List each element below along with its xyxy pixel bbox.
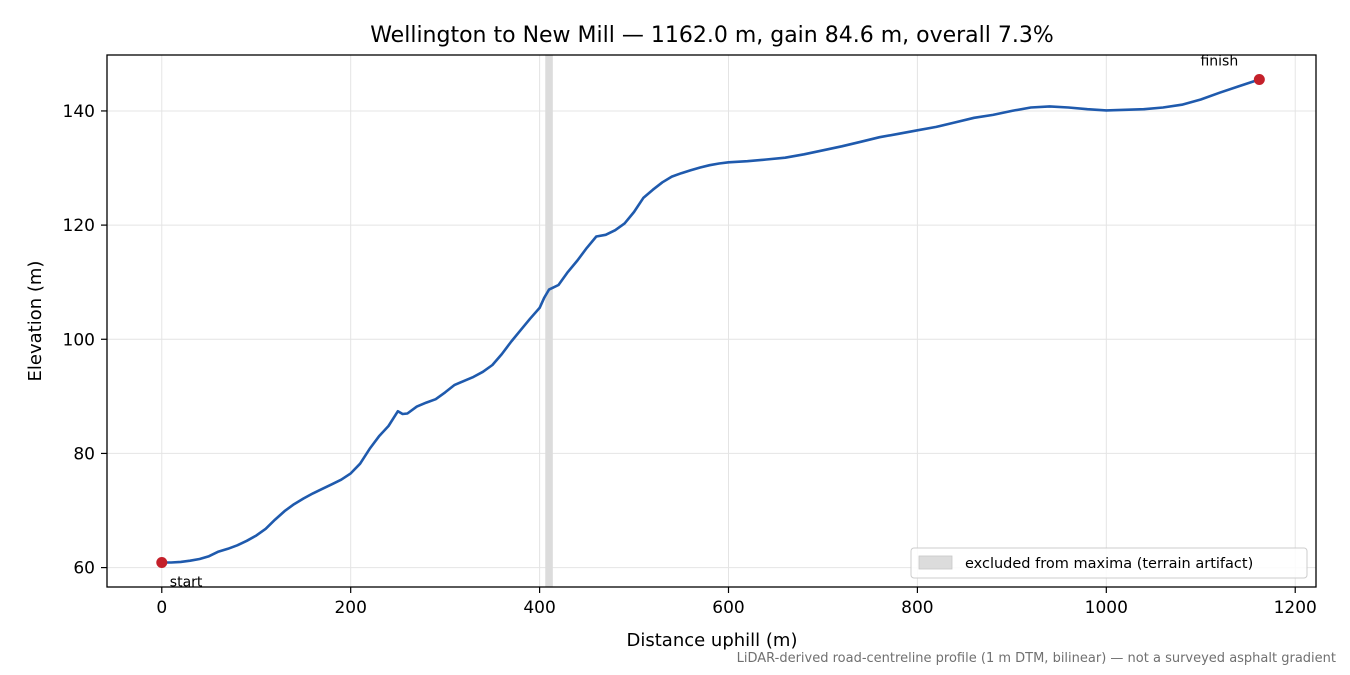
legend-box bbox=[910, 547, 1308, 579]
line-layer bbox=[161, 78, 1260, 564]
finish-marker bbox=[1253, 74, 1265, 86]
grid-lines bbox=[107, 55, 1316, 587]
excluded-band bbox=[545, 55, 553, 587]
x-tick-label: 400 bbox=[523, 598, 555, 618]
excluded-band-layer bbox=[545, 55, 553, 587]
start-label: start bbox=[170, 574, 203, 590]
x-tick-label: 800 bbox=[901, 598, 933, 618]
x-axis-label: Distance uphill (m) bbox=[627, 630, 798, 651]
axis-ticks: 0 200 400 600 800 1000 1200 60 80 100 120 140 bbox=[63, 102, 1317, 618]
x-tick-label: 1200 bbox=[1274, 598, 1317, 618]
legend-label-excluded: excluded from maxima (terrain artifact) bbox=[965, 556, 1253, 572]
x-tick-label: 600 bbox=[712, 598, 744, 618]
legend: excluded from maxima (terrain artifact) bbox=[910, 547, 1308, 579]
elevation-line bbox=[161, 78, 1260, 564]
footnote: LiDAR-derived road-centreline profile (1… bbox=[736, 651, 1336, 666]
y-tick-label: 80 bbox=[73, 444, 95, 464]
y-tick-label: 120 bbox=[63, 216, 95, 236]
y-axis-label: Elevation (m) bbox=[25, 261, 46, 382]
x-tick-label: 200 bbox=[334, 598, 366, 618]
finish-label: finish bbox=[1200, 54, 1238, 70]
x-tick-label: 0 bbox=[156, 598, 167, 618]
y-tick-label: 100 bbox=[63, 330, 95, 350]
chart-title: Wellington to New Mill — 1162.0 m, gain … bbox=[370, 23, 1054, 48]
legend-swatch-excluded bbox=[918, 555, 953, 570]
x-tick-label: 1000 bbox=[1085, 598, 1128, 618]
y-tick-label: 60 bbox=[73, 559, 95, 579]
marker-layer: start finish bbox=[156, 54, 1265, 590]
plot-frame bbox=[106, 54, 1317, 588]
y-tick-label: 140 bbox=[63, 102, 95, 122]
start-marker bbox=[156, 556, 168, 568]
